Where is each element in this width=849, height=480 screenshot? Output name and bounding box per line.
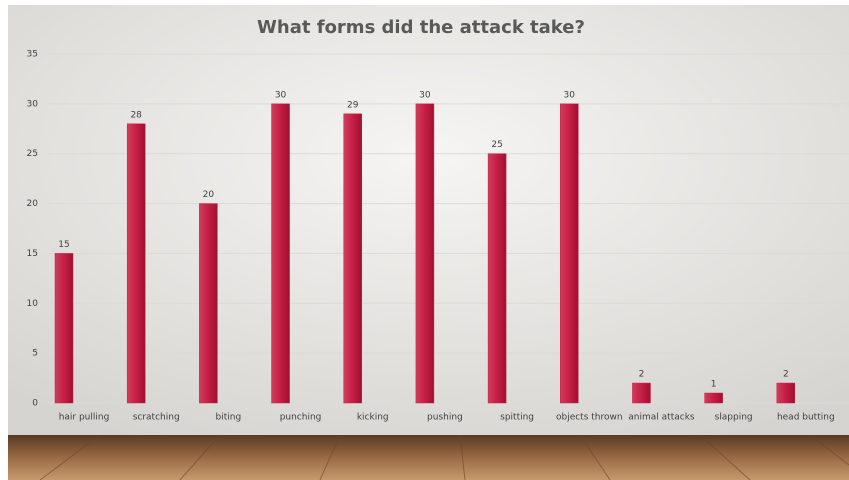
data-label: 28 xyxy=(130,110,142,120)
data-label: 20 xyxy=(203,190,215,200)
data-label: 25 xyxy=(491,140,502,150)
y-tick-label: 30 xyxy=(27,99,39,109)
bar xyxy=(54,253,74,404)
data-label: 15 xyxy=(58,240,69,250)
x-tick-label: objects thrown xyxy=(556,413,623,423)
bar xyxy=(632,382,651,404)
x-tick-label: kicking xyxy=(357,413,389,423)
x-tick-label: slapping xyxy=(715,413,753,423)
x-tick-label: punching xyxy=(280,413,322,423)
data-label: 30 xyxy=(419,90,431,100)
bar xyxy=(199,203,218,404)
bar xyxy=(343,113,362,404)
bar xyxy=(776,382,796,404)
x-tick-label: scratching xyxy=(133,413,180,423)
floor-boards xyxy=(39,434,849,480)
y-tick-label: 35 xyxy=(27,50,38,60)
data-label: 30 xyxy=(275,90,287,100)
data-label: 29 xyxy=(347,100,359,110)
x-tick-label: pushing xyxy=(427,413,463,423)
y-tick-label: 15 xyxy=(27,249,38,259)
bar xyxy=(415,103,435,404)
bar xyxy=(126,123,146,404)
x-tick-label: spitting xyxy=(500,413,534,423)
y-tick-label: 10 xyxy=(27,299,39,309)
chart-title: What forms did the attack take? xyxy=(257,17,585,38)
x-tick-label: animal attacks xyxy=(628,413,695,423)
y-tick-label: 5 xyxy=(32,349,38,359)
plot: 0 5 10 15 20 25 30 35 hair pulling 15 scratching 28… xyxy=(27,50,849,423)
y-tick-label: 25 xyxy=(27,149,38,159)
x-tick-label: biting xyxy=(216,413,242,423)
data-label: 1 xyxy=(711,380,717,390)
bar xyxy=(487,153,507,404)
y-tick-label: 0 xyxy=(32,399,38,409)
data-label: 2 xyxy=(783,370,789,380)
y-tick-label: 20 xyxy=(27,199,39,209)
bar xyxy=(560,103,579,404)
bar xyxy=(704,392,723,404)
data-label: 2 xyxy=(639,370,645,380)
x-tick-label: hair pulling xyxy=(59,413,110,423)
x-tick-label: head butting xyxy=(777,413,835,423)
bar xyxy=(271,103,290,404)
data-label: 30 xyxy=(564,90,576,100)
floor xyxy=(8,435,849,480)
